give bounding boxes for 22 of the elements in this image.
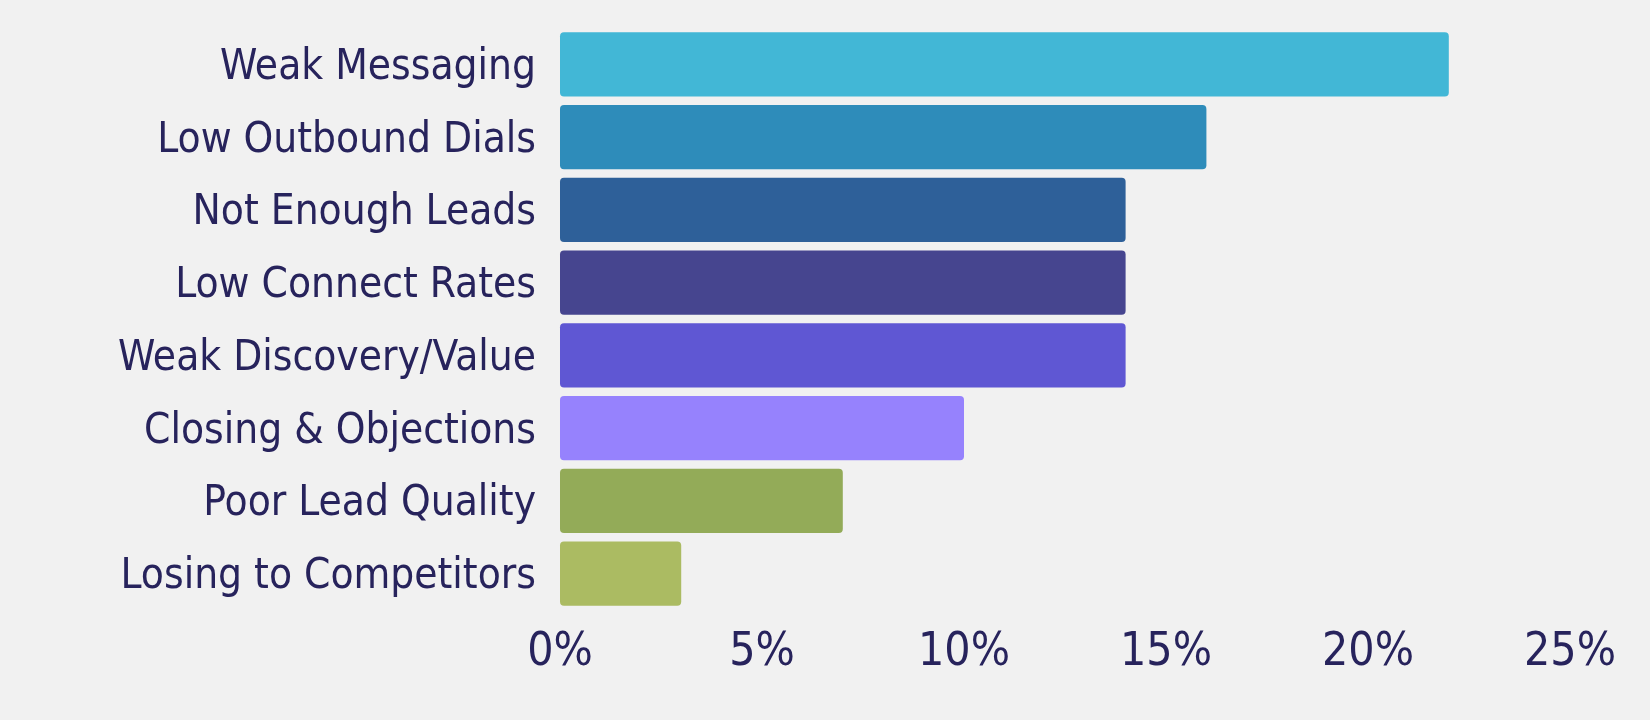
x-tick-label: 25% — [1524, 622, 1616, 676]
bar — [560, 541, 682, 606]
x-tick-label: 0% — [527, 622, 593, 676]
bar — [560, 396, 964, 461]
y-tick-label: Closing & Objections — [144, 403, 536, 453]
x-tick-label: 20% — [1322, 622, 1414, 676]
bar — [560, 250, 1126, 315]
bar — [560, 177, 1126, 242]
x-tick-label: 5% — [729, 622, 795, 676]
y-tick-label: Low Outbound Dials — [157, 112, 536, 162]
x-tick-label: 15% — [1120, 622, 1212, 676]
bar — [560, 105, 1207, 170]
bar — [560, 468, 843, 533]
y-tick-label: Low Connect Rates — [175, 258, 536, 308]
y-tick-label: Weak Messaging — [219, 39, 536, 89]
y-tick-label: Weak Discovery/Value — [117, 330, 536, 380]
x-tick-label: 10% — [918, 622, 1010, 676]
y-tick-label: Poor Lead Quality — [203, 476, 536, 526]
bar — [560, 32, 1449, 97]
bar — [560, 323, 1126, 388]
y-tick-label: Not Enough Leads — [192, 185, 536, 235]
y-tick-label: Losing to Competitors — [120, 549, 536, 599]
